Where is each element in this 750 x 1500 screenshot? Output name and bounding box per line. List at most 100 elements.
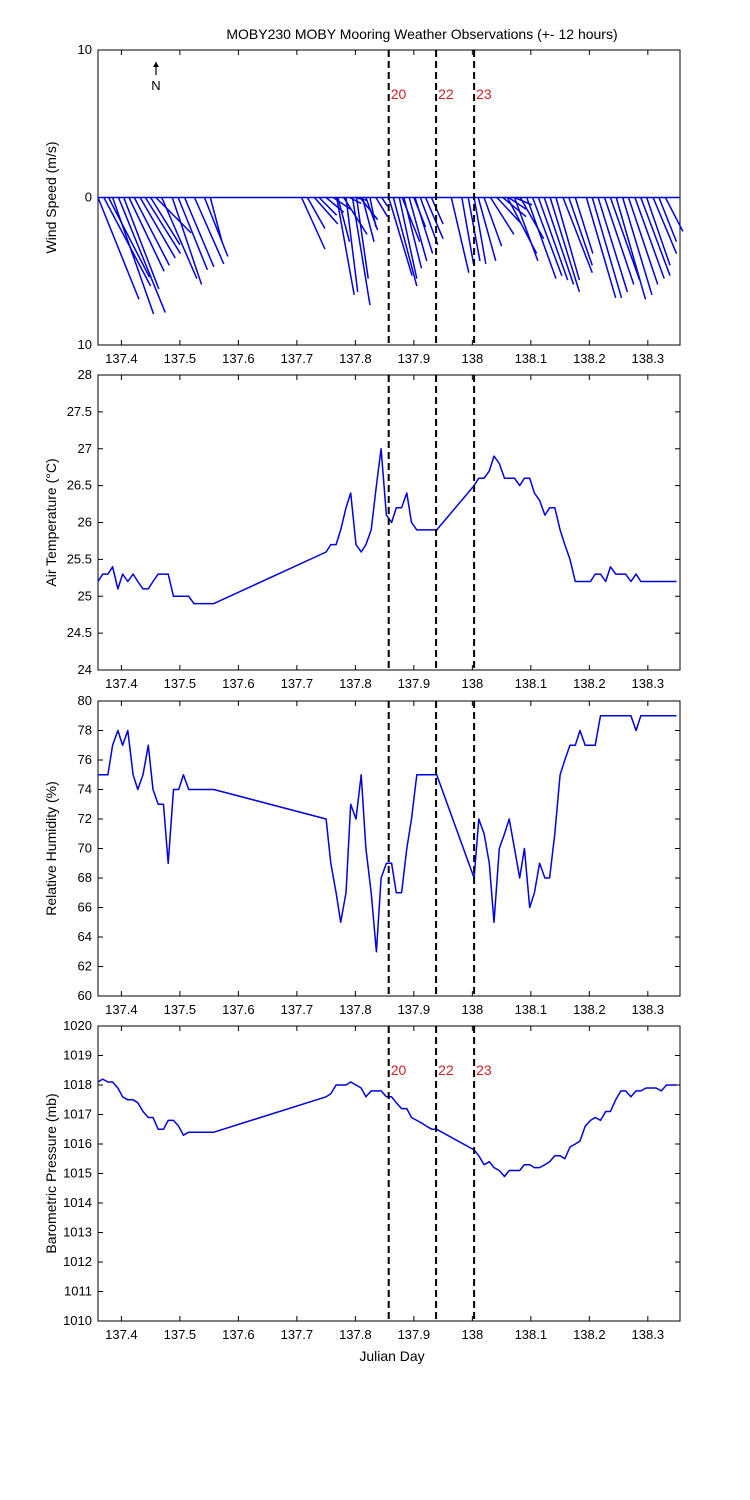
wind-vector — [171, 197, 203, 285]
x-tick-label: 137.9 — [398, 351, 431, 366]
y-tick-label: 1013 — [63, 1225, 92, 1240]
panel-2: 137.4 137.5 137.6 137.7 137.8 137.9 138 138.1 13… — [43, 367, 681, 691]
wind-vector — [645, 197, 671, 266]
y-tick-label: 1015 — [63, 1166, 92, 1181]
y-tick-label: 1010 — [63, 1313, 92, 1328]
x-tick-label: 138.1 — [515, 1327, 548, 1342]
wind-vector — [652, 197, 678, 254]
wind-vector — [300, 197, 326, 250]
y-tick-label: 64 — [78, 929, 92, 944]
wind-vector — [123, 197, 160, 290]
x-tick-label: 138.2 — [573, 676, 606, 691]
data-series-line — [97, 1078, 677, 1178]
wind-vector — [597, 197, 629, 293]
x-tick-label: 137.9 — [398, 676, 431, 691]
north-label: N — [151, 78, 160, 93]
wind-vector — [387, 197, 413, 276]
wind-vector — [161, 197, 198, 279]
wind-vector — [413, 197, 427, 228]
x-tick-label: 137.5 — [164, 351, 197, 366]
wind-vector — [568, 197, 593, 266]
wind-vector — [139, 197, 176, 259]
wind-vector — [419, 197, 439, 245]
wind-vector — [489, 197, 515, 235]
wind-vector — [401, 197, 421, 243]
x-tick-label: 137.4 — [105, 676, 138, 691]
event-label: 23 — [476, 1062, 492, 1078]
x-tick-label: 138.1 — [515, 676, 548, 691]
wind-vector — [177, 197, 209, 271]
wind-vector — [183, 197, 215, 268]
wind-vector — [381, 197, 389, 207]
wind-vector — [144, 197, 182, 254]
y-tick-label: 1019 — [63, 1048, 92, 1063]
wind-vector — [603, 197, 635, 285]
y-tick-label: 1017 — [63, 1107, 92, 1122]
wind-vector — [107, 197, 151, 278]
wind-vector — [375, 197, 389, 218]
x-tick-label: 138.2 — [573, 1327, 606, 1342]
wind-vector — [562, 197, 593, 273]
wind-vector — [117, 197, 166, 313]
wind-vector — [133, 197, 171, 266]
y-tick-label: 68 — [78, 870, 92, 885]
x-tick-label: 137.7 — [281, 1002, 314, 1017]
x-tick-label: 137.7 — [281, 1327, 314, 1342]
y-tick-label: 1018 — [63, 1077, 92, 1092]
data-series-line — [97, 448, 677, 605]
x-tick-label: 137.9 — [398, 1002, 431, 1017]
wind-vector — [549, 197, 581, 293]
data-series-line — [98, 715, 677, 953]
wind-vector — [103, 197, 152, 287]
x-tick-label: 137.8 — [339, 1002, 372, 1017]
wind-vector — [313, 197, 339, 225]
x-tick-label: 138.1 — [515, 1002, 548, 1017]
wind-vector — [615, 197, 647, 300]
x-tick-label: 138 — [462, 1327, 484, 1342]
wind-vector — [398, 197, 418, 279]
y-tick-label: 24 — [78, 662, 92, 677]
x-tick-label: 138.3 — [632, 1327, 665, 1342]
y-tick-label: 10 — [78, 337, 92, 352]
y-tick-label: 1020 — [63, 1018, 92, 1033]
panel-1: 137.4 137.5 137.6 137.7 137.8 137.9 138 138.1 13… — [43, 42, 684, 366]
y-tick-label: 60 — [78, 988, 92, 1003]
wind-vector — [335, 197, 355, 295]
x-tick-label: 137.7 — [281, 351, 314, 366]
x-tick-label: 137.9 — [398, 1327, 431, 1342]
y-tick-label: 27.5 — [67, 404, 92, 419]
wind-vector — [473, 197, 487, 265]
y-tick-label: 1014 — [63, 1195, 92, 1210]
wind-vector — [664, 197, 684, 232]
panel-4: 137.4 137.5 137.6 137.7 137.8 137.9 138 138.1 13… — [43, 1018, 681, 1342]
y-tick-label: 70 — [78, 841, 92, 856]
x-tick-label: 137.5 — [164, 676, 197, 691]
wind-vector — [193, 197, 225, 265]
wind-vector — [627, 197, 659, 285]
y-tick-label: 62 — [78, 959, 92, 974]
wind-vector — [345, 197, 359, 292]
x-tick-label: 137.6 — [222, 676, 255, 691]
x-tick-label: 138 — [462, 1002, 484, 1017]
y-tick-label: 10 — [78, 42, 92, 57]
x-tick-label: 137.4 — [105, 1002, 138, 1017]
x-tick-label: 138.2 — [573, 1002, 606, 1017]
wind-vector — [306, 197, 326, 229]
wind-vector — [574, 197, 594, 254]
wind-vector — [634, 197, 665, 279]
wind-vector — [318, 196, 338, 216]
x-tick-label: 137.5 — [164, 1002, 197, 1017]
chart-title: MOBY230 MOBY Mooring Weather Observation… — [226, 26, 617, 42]
x-tick-label: 138 — [462, 351, 484, 366]
y-tick-label: 80 — [78, 693, 92, 708]
event-label: 20 — [391, 86, 407, 102]
y-tick-label: 1016 — [63, 1136, 92, 1151]
wind-vector — [349, 196, 362, 205]
panel-3: 137.4 137.5 137.6 137.7 137.8 137.9 138 138.1 13… — [43, 693, 681, 1017]
wind-vector — [369, 197, 377, 228]
wind-vector — [483, 197, 503, 247]
wind-vector — [430, 197, 444, 225]
y-tick-label: 72 — [78, 811, 92, 826]
y-tick-label: 27 — [78, 441, 92, 456]
